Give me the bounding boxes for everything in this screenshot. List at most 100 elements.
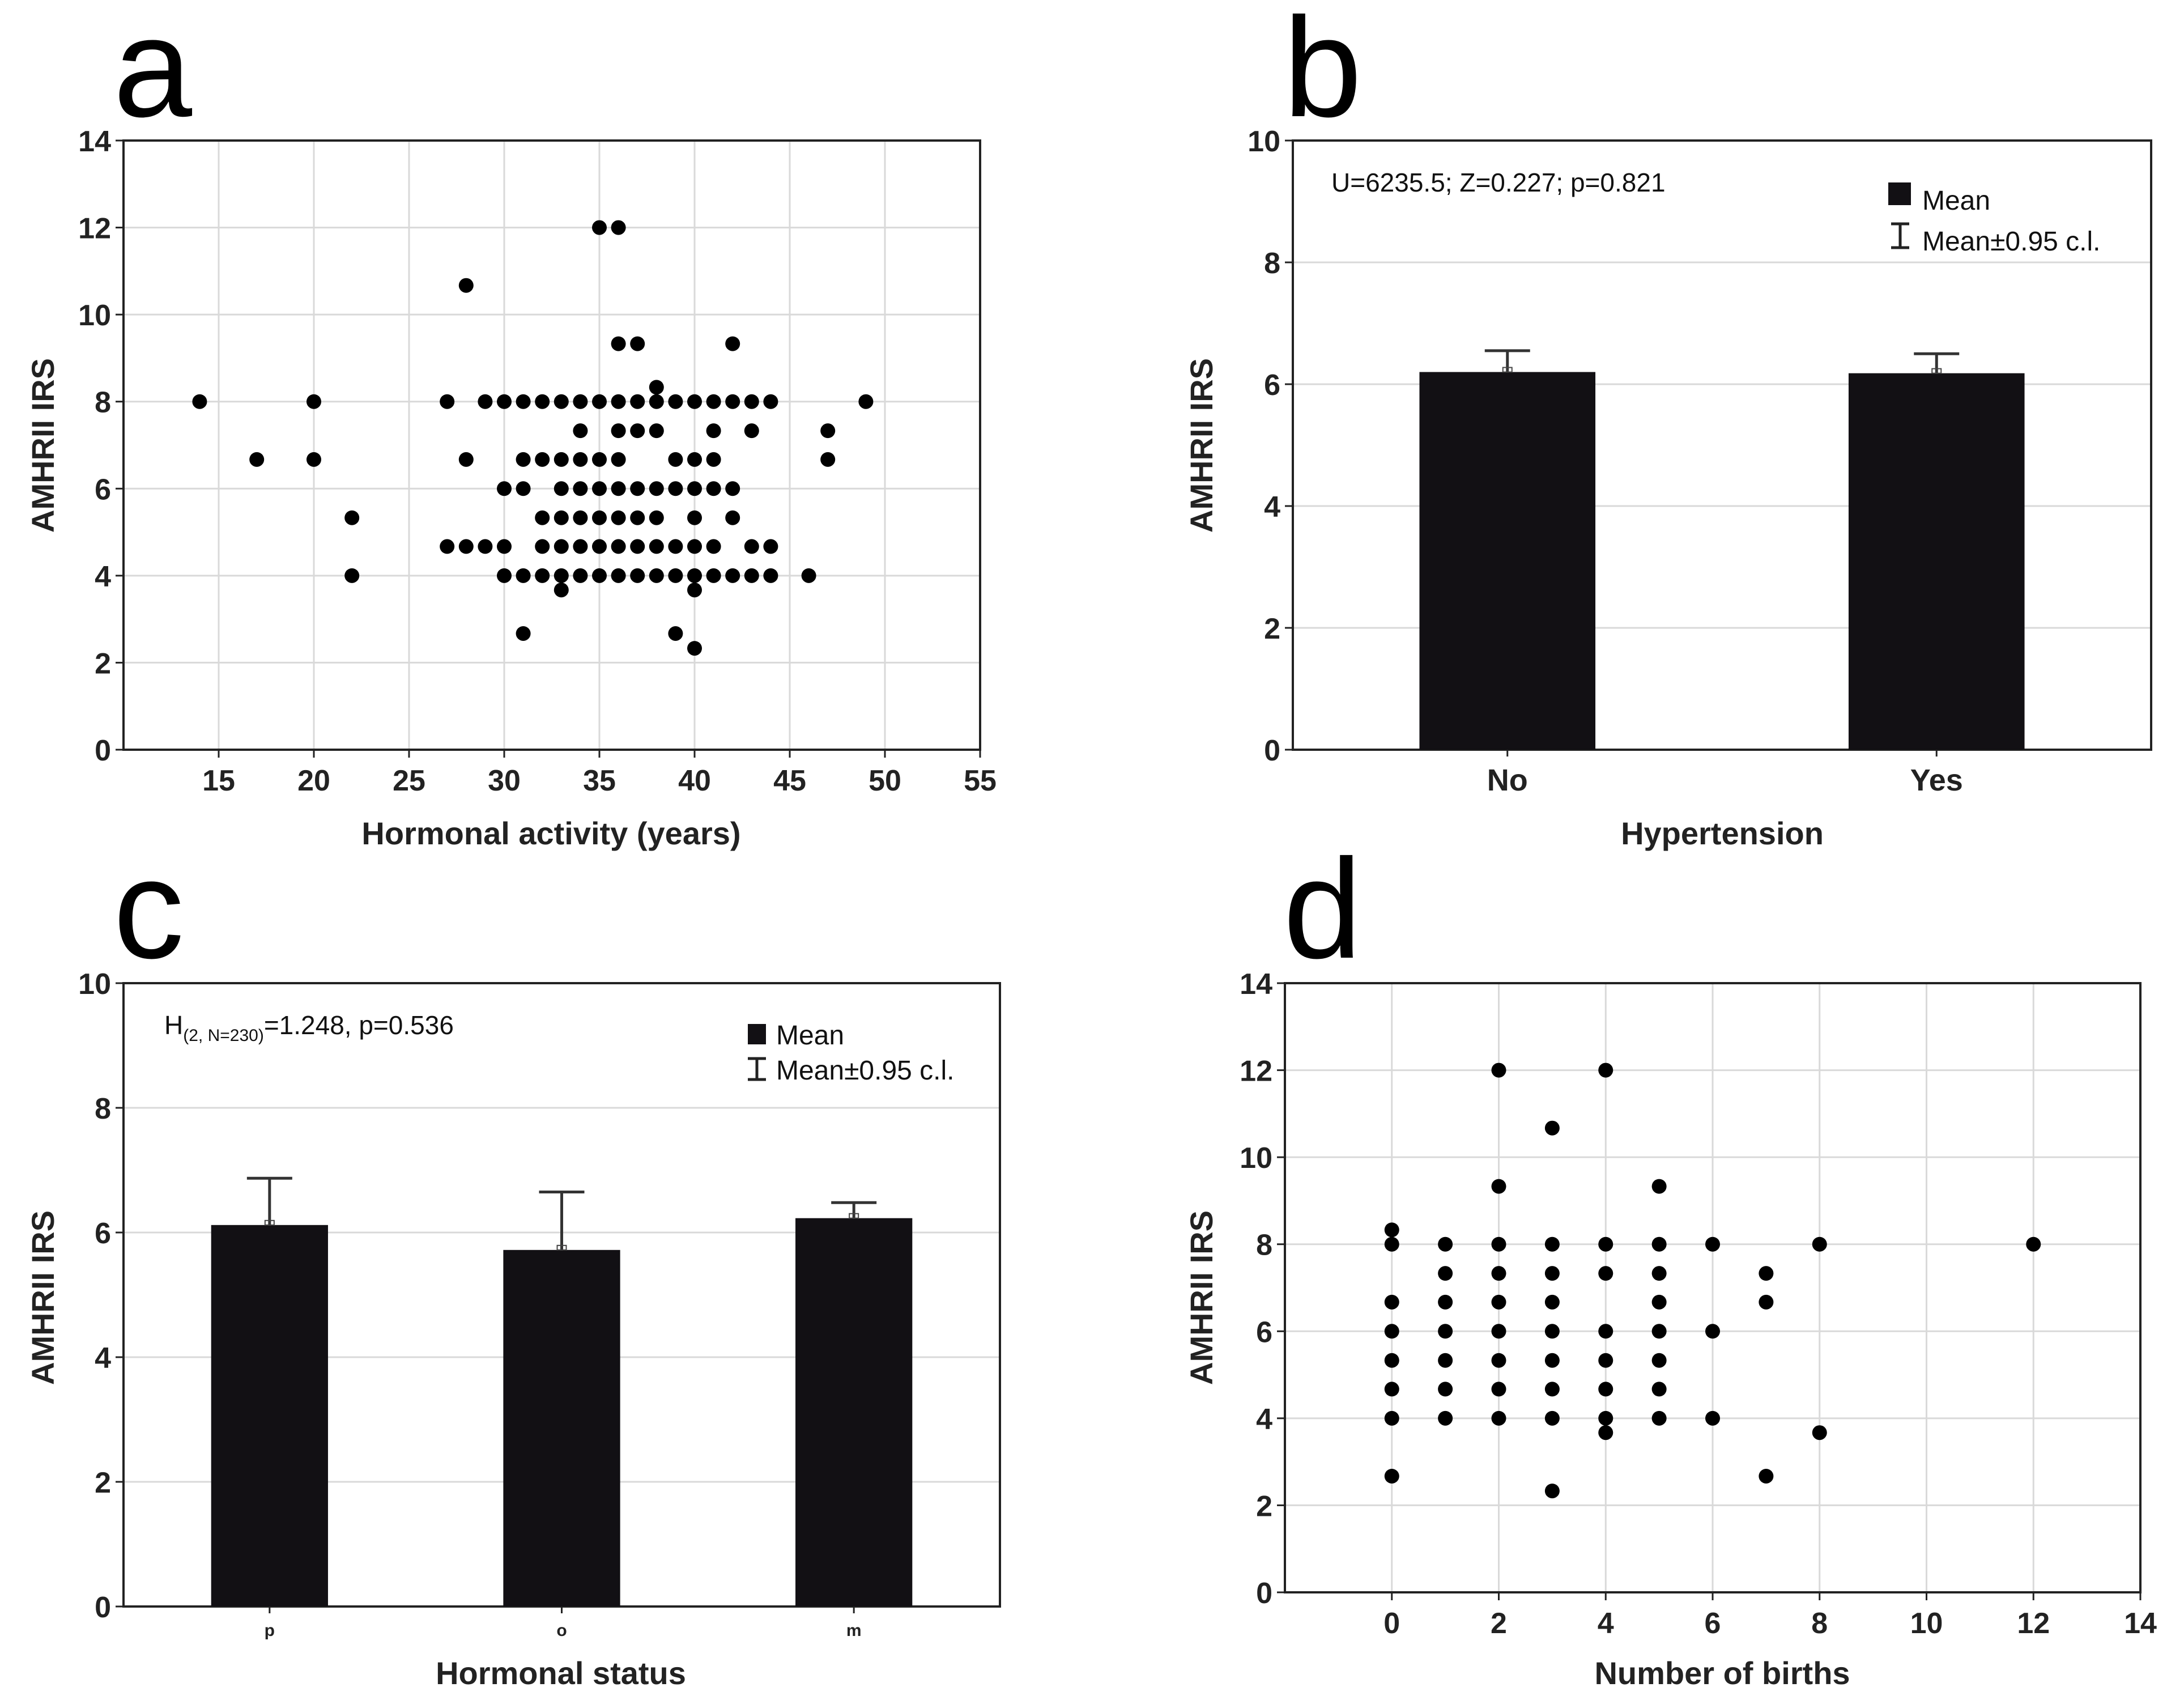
panel-a-point [573,423,588,439]
panel-b-ytick-label: 4 [1264,491,1280,524]
panel-b-mean-marker [1931,368,1942,374]
panel-c-ylabel: AMHRII IRS [25,1210,61,1385]
panel-a-xtick-label: 50 [869,764,901,797]
panel-c-ytick-label: 4 [95,1342,111,1375]
panel-d-point [1651,1410,1667,1426]
panel-a-point [554,568,569,583]
panel-d-ytick-label: 8 [1256,1229,1272,1262]
panel-a-xtick-label: 45 [773,764,806,797]
panel-c-xtick-label: o [556,1621,567,1640]
panel-a-point [687,568,702,583]
panel-c-stat-value: =1.248, p=0.536 [264,1010,454,1040]
panel-a-xlabel: Hormonal activity (years) [361,815,740,851]
panel-c-xtick-label: p [265,1621,275,1640]
panel-d-point [1544,1324,1560,1339]
panel-a-point [630,394,645,409]
panel-d-xtick-label: 8 [1811,1607,1828,1640]
panel-c-stat-symbol: H [164,1010,183,1040]
panel-c-mean-marker [556,1244,567,1251]
panel-a-point [592,452,607,467]
panel-a-point [458,278,474,293]
panel-c-test-statistic: H(2, N=230)=1.248, p=0.536 [164,1010,454,1045]
panel-a-ytick-label: 14 [78,125,111,158]
panel-a-point [668,481,683,496]
panel-d-point [1491,1266,1506,1281]
panel-b-letter: b [1283,0,1362,146]
panel-d-point [1384,1410,1399,1426]
panel-d-point [1598,1353,1613,1368]
panel-c-plot-area: 0 2 4 6 8 10 p o m [78,968,1001,1640]
panel-a-point [535,568,550,583]
panel-b-test-statistic: U=6235.5; Z=0.227; p=0.821 [1331,168,1666,197]
panel-b-bar-chart: b U=6235.5; Z=0.227; p=0.821 Hypertensio… [1183,0,2152,851]
panel-d-point [1438,1236,1453,1252]
panel-a-ytick-label: 4 [95,560,111,593]
panel-a-point [516,394,531,409]
panel-a-ytick-label: 12 [78,212,111,245]
panel-d-point [1812,1425,1827,1440]
panel-d-point [1544,1120,1560,1136]
panel-b-xtick-label: Yes [1910,763,1963,797]
panel-a-point [440,539,455,554]
panel-a-point [497,568,512,583]
panel-a-point [306,452,321,467]
panel-a-ytick-label: 6 [95,473,111,506]
panel-a-point [725,336,740,351]
panel-c-legend: Mean Mean±0.95 c.l. [748,1021,955,1086]
panel-a-point [801,568,816,583]
panel-a-point [478,539,493,554]
panel-a-point [744,394,759,409]
panel-a-point [249,452,265,467]
panel-d-point [1812,1236,1827,1252]
panel-d-point [1651,1382,1667,1397]
panel-d-ytick-label: 10 [1240,1142,1272,1175]
panel-d-point [1651,1236,1667,1252]
panel-a-point [725,481,740,496]
panel-a-point [611,336,626,351]
panel-a-point [611,394,626,409]
panel-a-point [668,568,683,583]
panel-d-point [1491,1062,1506,1078]
panel-a-point [611,423,626,439]
panel-c-letter: c [113,830,184,988]
panel-a-point [592,481,607,496]
panel-a-point [554,452,569,467]
panel-a-point [744,539,759,554]
panel-a-point [344,568,360,583]
panel-d-point [1491,1353,1506,1368]
panel-a-point [554,394,569,409]
panel-a-point [306,394,321,409]
panel-a-ylabel: AMHRII IRS [25,358,61,533]
panel-b-ytick-label: 6 [1264,369,1280,402]
panel-a-point [687,641,702,656]
panel-a-point [649,568,664,583]
panel-b-bar [1848,373,2025,750]
panel-d-xtick-label: 0 [1383,1607,1400,1640]
panel-b-xtick-label: No [1487,763,1528,797]
panel-d-ytick-label: 0 [1256,1577,1272,1610]
panel-a-point [630,423,645,439]
panel-a-point [649,481,664,496]
panel-a-point [687,583,702,598]
panel-a-point [573,539,588,554]
panel-c-ytick-label: 6 [95,1217,111,1250]
panel-a-point [725,510,740,525]
panel-a-point [554,539,569,554]
panel-a-point [668,452,683,467]
panel-a-point [668,539,683,554]
panel-b-bar [1419,372,1596,750]
panel-d-point [1598,1324,1613,1339]
panel-c-ytick-label: 10 [78,968,111,1001]
panel-c-stat-subscript: (2, N=230) [183,1026,264,1045]
panel-a-xtick-label: 55 [964,764,997,797]
panel-a-scatter: a Hormonal activity (years) AMHRII IRS 0… [25,0,997,851]
panel-d-point [1438,1410,1453,1426]
panel-a-xtick-label: 30 [488,764,521,797]
panel-c-ytick-label: 8 [95,1093,111,1125]
panel-d-ytick-label: 6 [1256,1316,1272,1349]
panel-a-point [192,394,207,409]
panel-a-point [744,423,759,439]
panel-d-point [2026,1236,2041,1252]
panel-a-point [554,510,569,525]
